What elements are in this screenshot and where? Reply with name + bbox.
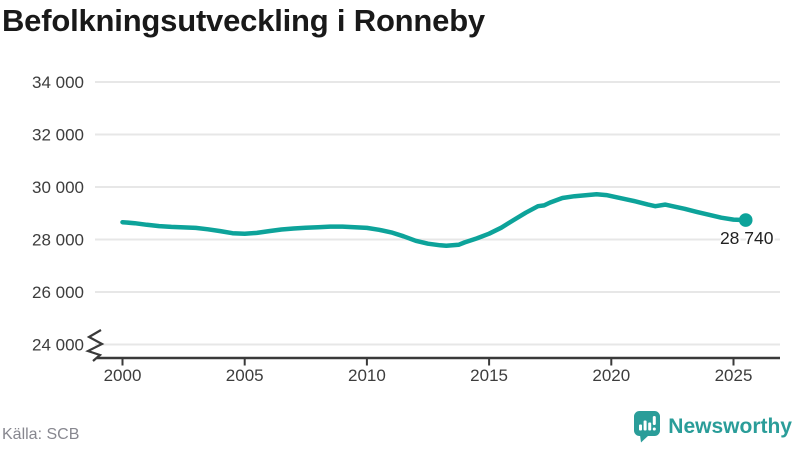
- y-tick-label: 34 000: [32, 73, 84, 92]
- annotation-layer: 28 740: [718, 226, 776, 250]
- source-note: Källa: SCB: [2, 426, 80, 443]
- end-point-marker: [738, 213, 753, 227]
- newsworthy-logo-icon: [634, 411, 661, 443]
- x-tick-label: 2025: [715, 366, 753, 385]
- x-tick-label: 2010: [348, 366, 386, 385]
- end-value-label: 28 740: [720, 228, 774, 248]
- newsworthy-logo: Newsworthy: [633, 410, 792, 443]
- x-tick-label: 2015: [470, 366, 508, 385]
- gridlines-layer: 24 000 26 000 28 000 30 000 32 000 34 000: [32, 73, 780, 355]
- population-line: [120, 192, 748, 249]
- line-series-layer: [120, 192, 753, 249]
- x-tick-label: 2000: [104, 366, 142, 385]
- axis-break-icon: [85, 329, 105, 362]
- x-tick-label: 2020: [592, 366, 630, 385]
- page-title: Befolkningsutveckling i Ronneby: [2, 3, 485, 38]
- y-tick-label: 28 000: [32, 231, 84, 250]
- y-tick-label: 26 000: [32, 283, 84, 302]
- x-tick-label: 2005: [226, 366, 264, 385]
- x-axis-layer: 2000 2005 2010 2015 2020 2025: [85, 329, 780, 385]
- y-tick-label: 24 000: [32, 336, 84, 355]
- y-tick-label: 32 000: [32, 126, 84, 145]
- newsworthy-wordmark: Newsworthy: [668, 414, 792, 438]
- y-tick-label: 30 000: [32, 178, 84, 197]
